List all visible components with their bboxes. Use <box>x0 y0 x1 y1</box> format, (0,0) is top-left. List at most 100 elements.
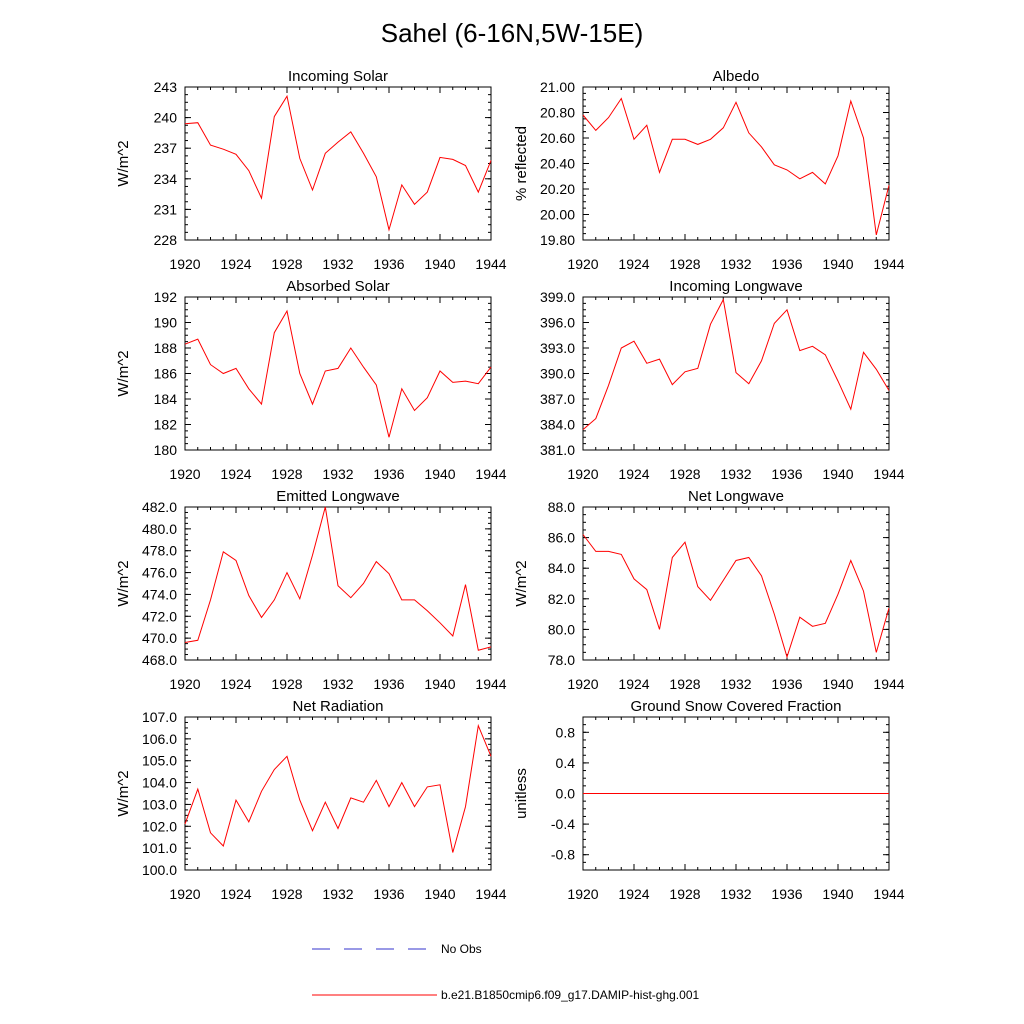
y-axis-label: W/m^2 <box>115 770 132 816</box>
y-tick-label: 103.0 <box>142 796 177 812</box>
panel-2: Albedo % reflected 1920 1924 1928 1932 1936 194… <box>513 68 905 272</box>
x-tick-label: 1940 <box>424 676 455 692</box>
x-tick-label: 1944 <box>475 466 506 482</box>
y-tick-label: 84.0 <box>548 560 575 576</box>
y-tick-label: 240 <box>154 110 178 126</box>
y-tick-label: 393.0 <box>540 340 575 356</box>
x-tick-label: 1936 <box>771 676 802 692</box>
x-tick-label: 1920 <box>567 256 598 272</box>
plot-frame <box>184 716 492 871</box>
panels: Incoming Solar W/m^2 1920 1924 1928 1932 1936 1… <box>115 68 905 902</box>
y-tick-label: 478.0 <box>142 543 177 559</box>
y-tick-label: 384.0 <box>540 417 575 433</box>
y-tick-label: 472.0 <box>142 608 177 624</box>
y-tick-label: 231 <box>154 201 178 217</box>
x-tick-label: 1936 <box>373 466 404 482</box>
plot-frame <box>582 86 890 241</box>
x-tick-label: 1940 <box>822 256 853 272</box>
x-tick-label: 1924 <box>220 886 251 902</box>
plot-frame <box>184 296 492 451</box>
series-line <box>582 97 890 236</box>
legend: No Obs b.e21.B1850cmip6.f09_g17.DAMIP-hi… <box>312 942 699 1002</box>
x-tick-label: 1928 <box>271 886 302 902</box>
y-tick-label: 396.0 <box>540 315 575 331</box>
panel-title: Net Radiation <box>293 698 384 715</box>
y-tick-label: 470.0 <box>142 630 177 646</box>
y-tick-label: 106.0 <box>142 731 177 747</box>
y-tick-label: 186 <box>154 366 178 382</box>
panel-title: Absorbed Solar <box>286 278 389 295</box>
x-tick-label: 1944 <box>873 466 904 482</box>
x-tick-label: 1940 <box>424 886 455 902</box>
y-tick-label: 180 <box>154 442 178 458</box>
x-tick-label: 1928 <box>271 256 302 272</box>
x-tick-label: 1932 <box>322 886 353 902</box>
y-tick-label: 0.0 <box>556 786 576 802</box>
y-axis-label: unitless <box>513 768 530 819</box>
x-tick-label: 1920 <box>567 466 598 482</box>
y-tick-label: 482.0 <box>142 499 177 515</box>
y-tick-label: -0.4 <box>551 816 575 832</box>
y-tick-label: 20.00 <box>540 207 575 223</box>
x-tick-label: 1924 <box>618 676 649 692</box>
y-tick-label: 480.0 <box>142 521 177 537</box>
y-tick-label: -0.8 <box>551 847 575 863</box>
y-tick-label: 381.0 <box>540 442 575 458</box>
x-tick-label: 1920 <box>567 886 598 902</box>
y-tick-label: 234 <box>154 171 178 187</box>
x-tick-label: 1944 <box>475 256 506 272</box>
x-tick-label: 1932 <box>720 256 751 272</box>
y-tick-label: 0.8 <box>556 724 576 740</box>
x-tick-label: 1928 <box>669 256 700 272</box>
panel-title: Ground Snow Covered Fraction <box>631 698 842 715</box>
y-tick-label: 0.4 <box>556 755 576 771</box>
x-tick-label: 1936 <box>373 886 404 902</box>
series-line <box>184 309 492 438</box>
y-tick-label: 21.00 <box>540 79 575 95</box>
x-tick-label: 1936 <box>771 256 802 272</box>
x-tick-label: 1940 <box>822 676 853 692</box>
y-tick-label: 228 <box>154 232 178 248</box>
y-tick-label: 237 <box>154 140 178 156</box>
y-tick-label: 104.0 <box>142 775 177 791</box>
y-tick-label: 82.0 <box>548 591 575 607</box>
x-tick-label: 1940 <box>822 886 853 902</box>
y-tick-label: 188 <box>154 340 178 356</box>
y-tick-label: 100.0 <box>142 862 177 878</box>
x-tick-label: 1928 <box>669 466 700 482</box>
x-tick-label: 1944 <box>475 676 506 692</box>
y-tick-label: 387.0 <box>540 391 575 407</box>
figure-title: Sahel (6-16N,5W-15E) <box>381 18 644 48</box>
panel-title: Incoming Solar <box>288 68 388 85</box>
x-tick-label: 1920 <box>567 676 598 692</box>
plot-frame <box>582 296 890 451</box>
legend-label-model: b.e21.B1850cmip6.f09_g17.DAMIP-hist-ghg.… <box>441 988 699 1002</box>
panel-7: Net Radiation W/m^2 1920 1924 1928 1932 1936 19… <box>115 698 507 902</box>
panel-1: Incoming Solar W/m^2 1920 1924 1928 1932 1936 1… <box>115 68 507 272</box>
x-tick-label: 1932 <box>322 676 353 692</box>
panel-6: Net Longwave W/m^2 1920 1924 1928 1932 1936 194… <box>513 488 905 692</box>
y-tick-label: 20.20 <box>540 181 575 197</box>
x-tick-label: 1924 <box>220 466 251 482</box>
panel-title: Albedo <box>713 68 760 85</box>
panel-5: Emitted Longwave W/m^2 1920 1924 1928 1932 193… <box>115 488 507 692</box>
x-tick-label: 1924 <box>618 886 649 902</box>
y-tick-label: 468.0 <box>142 652 177 668</box>
x-tick-label: 1944 <box>873 886 904 902</box>
panel-title: Net Longwave <box>688 488 784 505</box>
y-axis-label: W/m^2 <box>513 560 530 606</box>
y-tick-label: 19.80 <box>540 232 575 248</box>
y-axis-label: % reflected <box>513 126 530 201</box>
x-tick-label: 1932 <box>720 466 751 482</box>
x-tick-label: 1928 <box>669 676 700 692</box>
x-tick-label: 1920 <box>169 466 200 482</box>
y-tick-label: 476.0 <box>142 565 177 581</box>
y-axis-label: W/m^2 <box>115 560 132 606</box>
panel-3: Absorbed Solar W/m^2 1920 1924 1928 1932 1936 1… <box>115 278 507 482</box>
panel-title: Incoming Longwave <box>669 278 802 295</box>
y-tick-label: 182 <box>154 417 178 433</box>
panel-title: Emitted Longwave <box>276 488 399 505</box>
y-tick-label: 105.0 <box>142 753 177 769</box>
x-tick-label: 1920 <box>169 886 200 902</box>
